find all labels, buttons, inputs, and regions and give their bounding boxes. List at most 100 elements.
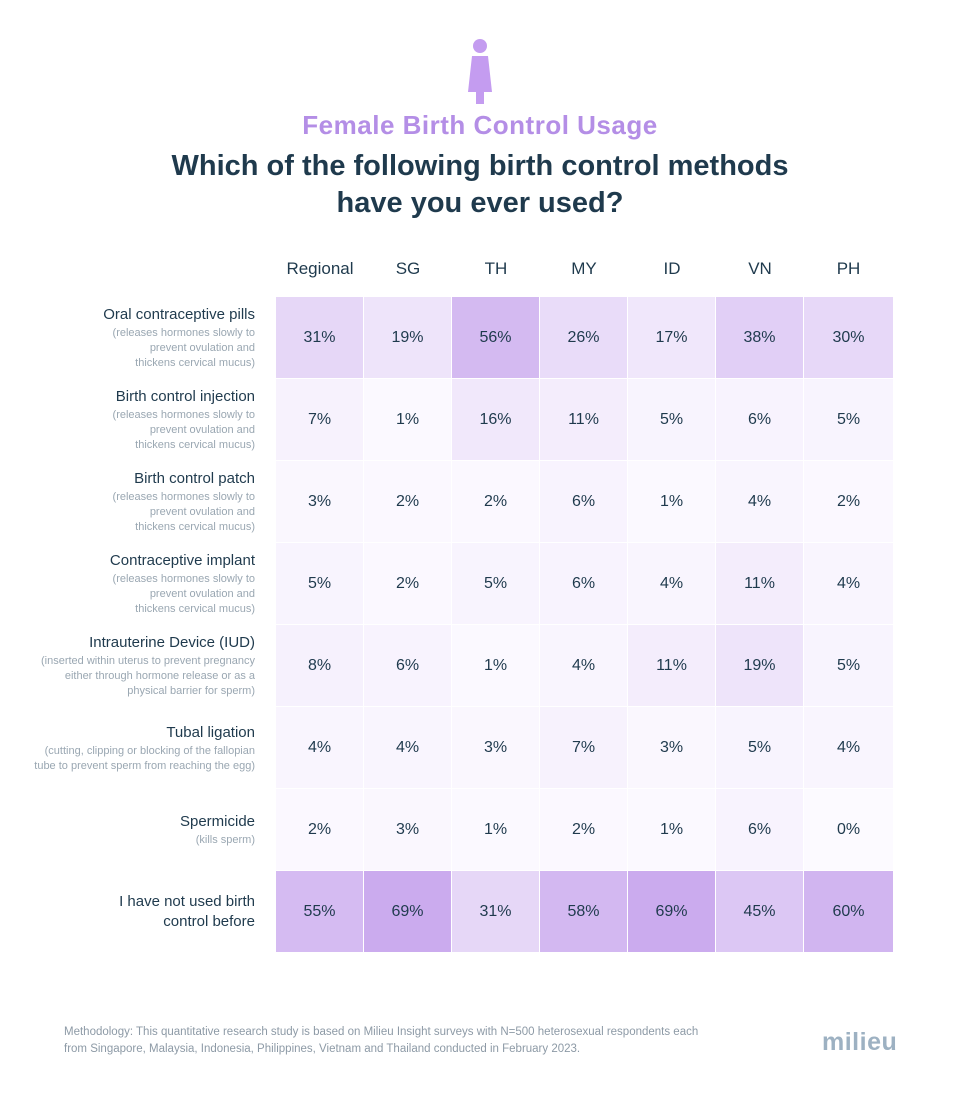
- table-row: Birth control patch (releases hormones sl…: [0, 461, 960, 543]
- value-cell-id: 4%: [628, 543, 715, 624]
- value-cell-id: 5%: [628, 379, 715, 460]
- value-cell-my: 2%: [540, 789, 627, 870]
- method-name: Tubal ligation: [166, 723, 255, 741]
- value-cell-regional: 4%: [276, 707, 363, 788]
- row-label: Birth control patch (releases hormones sl…: [30, 461, 255, 543]
- value-cell-vn: 6%: [716, 789, 803, 870]
- methodology-note: Methodology: This quantitative research …: [64, 1026, 699, 1055]
- value-cell-th: 1%: [452, 789, 539, 870]
- value-cell-vn: 11%: [716, 543, 803, 624]
- row-label: Spermicide (kills sperm): [30, 789, 255, 871]
- value-cell-my: 6%: [540, 461, 627, 542]
- method-name: Birth control injection: [115, 388, 255, 405]
- row-cells: 4% 4% 3% 7% 3% 5% 4%: [276, 707, 893, 789]
- value-cell-regional: 8%: [276, 625, 363, 706]
- value-cell-regional: 3%: [276, 461, 363, 542]
- row-cells: 5% 2% 5% 6% 4% 11% 4%: [276, 543, 893, 625]
- method-name: Oral contraceptive pills: [103, 306, 255, 323]
- method-description: (releases hormones slowly to prevent ovu…: [112, 327, 255, 369]
- method-name: I have not used birth control before: [119, 893, 255, 930]
- column-header-my: MY: [571, 259, 597, 278]
- table-row: Contraceptive implant (releases hormones …: [0, 543, 960, 625]
- value-cell-ph: 4%: [804, 543, 893, 624]
- value-cell-sg: 69%: [364, 871, 451, 952]
- value-cell-sg: 3%: [364, 789, 451, 870]
- column-header-id: ID: [663, 259, 681, 278]
- value-cell-regional: 55%: [276, 871, 363, 952]
- value-cell-my: 4%: [540, 625, 627, 706]
- method-description: (releases hormones slowly to prevent ovu…: [112, 491, 255, 533]
- table-row: Birth control injection (releases hormone…: [0, 379, 960, 461]
- row-label: Tubal ligation (cutting, clipping or bloc…: [30, 707, 255, 789]
- value-cell-vn: 45%: [716, 871, 803, 952]
- value-cell-id: 1%: [628, 461, 715, 542]
- value-cell-regional: 31%: [276, 297, 363, 378]
- chart-title: Which of the following birth control met…: [171, 150, 789, 219]
- value-cell-regional: 5%: [276, 543, 363, 624]
- method-description: (releases hormones slowly to prevent ovu…: [112, 573, 255, 615]
- value-cell-vn: 6%: [716, 379, 803, 460]
- value-cell-th: 16%: [452, 379, 539, 460]
- table-row: Spermicide (kills sperm) 2% 3% 1% 2% 1% 6% 0%: [0, 789, 960, 871]
- value-cell-my: 11%: [540, 379, 627, 460]
- value-cell-ph: 5%: [804, 379, 893, 460]
- value-cell-th: 3%: [452, 707, 539, 788]
- row-label: Contraceptive implant (releases hormones …: [30, 543, 255, 625]
- row-cells: 3% 2% 2% 6% 1% 4% 2%: [276, 461, 893, 543]
- value-cell-my: 58%: [540, 871, 627, 952]
- table-row: Oral contraceptive pills (releases hormon…: [0, 297, 960, 379]
- value-cell-ph: 60%: [804, 871, 893, 952]
- value-cell-sg: 2%: [364, 543, 451, 624]
- value-cell-ph: 0%: [804, 789, 893, 870]
- milieu-logo: milieu: [822, 1028, 898, 1056]
- row-cells: 2% 3% 1% 2% 1% 6% 0%: [276, 789, 893, 871]
- value-cell-ph: 4%: [804, 707, 893, 788]
- value-cell-ph: 2%: [804, 461, 893, 542]
- woman-icon: [468, 39, 492, 104]
- method-name: Birth control patch: [134, 470, 255, 487]
- value-cell-th: 31%: [452, 871, 539, 952]
- value-cell-regional: 7%: [276, 379, 363, 460]
- value-cell-my: 26%: [540, 297, 627, 378]
- value-cell-ph: 5%: [804, 625, 893, 706]
- value-cell-sg: 19%: [364, 297, 451, 378]
- row-label: Birth control injection (releases hormone…: [30, 379, 255, 461]
- method-description: (cutting, clipping or blocking of the fa…: [34, 744, 255, 772]
- column-header-regional: Regional: [286, 259, 354, 278]
- value-cell-id: 1%: [628, 789, 715, 870]
- value-cell-vn: 19%: [716, 625, 803, 706]
- table-row: I have not used birth control before 55% 6…: [0, 871, 960, 953]
- row-cells: 7% 1% 16% 11% 5% 6% 5%: [276, 379, 893, 461]
- value-cell-id: 3%: [628, 707, 715, 788]
- value-cell-sg: 2%: [364, 461, 451, 542]
- method-description: (releases hormones slowly to prevent ovu…: [112, 409, 255, 451]
- method-name: Spermicide: [179, 813, 255, 830]
- row-label: I have not used birth control before: [30, 871, 255, 953]
- value-cell-vn: 5%: [716, 707, 803, 788]
- value-cell-vn: 4%: [716, 461, 803, 542]
- table-row: Intrauterine Device (IUD) (inserted withi…: [0, 625, 960, 707]
- value-cell-my: 7%: [540, 707, 627, 788]
- method-name: Contraceptive implant: [109, 552, 255, 569]
- column-headers: Regional SG TH MY ID VN PH: [276, 254, 893, 284]
- value-cell-vn: 38%: [716, 297, 803, 378]
- value-cell-th: 56%: [452, 297, 539, 378]
- value-cell-my: 6%: [540, 543, 627, 624]
- row-cells: 31% 19% 56% 26% 17% 38% 30%: [276, 297, 893, 379]
- value-cell-sg: 1%: [364, 379, 451, 460]
- value-cell-id: 17%: [628, 297, 715, 378]
- value-cell-regional: 2%: [276, 789, 363, 870]
- value-cell-th: 5%: [452, 543, 539, 624]
- value-cell-th: 1%: [452, 625, 539, 706]
- column-header-ph: PH: [836, 259, 861, 278]
- method-description: (inserted within uterus to prevent pregn…: [40, 655, 255, 697]
- value-cell-th: 2%: [452, 461, 539, 542]
- column-header-th: TH: [484, 259, 508, 278]
- value-cell-id: 69%: [628, 871, 715, 952]
- value-cell-sg: 6%: [364, 625, 451, 706]
- column-header-sg: SG: [395, 259, 421, 278]
- column-header-vn: VN: [748, 259, 772, 278]
- chart-subtitle: Female Birth Control Usage: [302, 110, 658, 140]
- row-label: Intrauterine Device (IUD) (inserted withi…: [30, 625, 255, 707]
- value-cell-ph: 30%: [804, 297, 893, 378]
